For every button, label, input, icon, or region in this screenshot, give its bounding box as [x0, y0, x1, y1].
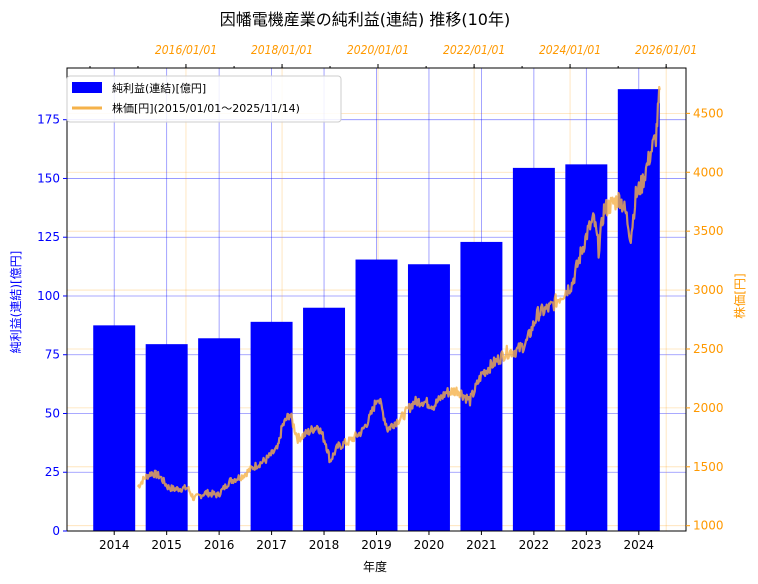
y-right-tick-label: 3500: [693, 224, 724, 238]
y-left-tick-label: 25: [45, 465, 60, 479]
y-right-tick-label: 4500: [693, 106, 724, 120]
y-right-tick-label: 3000: [693, 283, 724, 297]
top-date-label: 2022/01/01: [443, 43, 505, 57]
bar-2024: [617, 89, 660, 531]
bars: [93, 89, 660, 532]
price-line: [137, 85, 661, 502]
bar-2019: [355, 259, 398, 531]
x-tick-label: 2014: [99, 538, 130, 552]
x-tick-label: 2016: [204, 538, 235, 552]
y-left-tick-label: 50: [45, 406, 60, 420]
x-axis-label: 年度: [363, 559, 387, 574]
y-right-tick-label: 2000: [693, 401, 724, 415]
legend-bar-swatch: [72, 82, 102, 93]
legend-bar-label: 純利益(連結)[億円]: [112, 81, 206, 95]
top-date-label: 2026/01/01: [635, 43, 697, 57]
y-left-tick-label: 0: [52, 524, 60, 538]
price-line-layer: [137, 85, 661, 502]
y-right-tick-label: 1000: [693, 519, 724, 533]
bar-2015: [145, 344, 188, 531]
ticks: 2014 2015 2016 2017 2018 2019 2020 2021 2022 2023…: [37, 43, 723, 552]
y-right-tick-label: 2500: [693, 342, 724, 356]
x-tick-label: 2018: [309, 538, 340, 552]
y-axis-left-label: 純利益(連結)[億円]: [9, 251, 23, 354]
y-left-tick-label: 175: [37, 113, 60, 127]
y-right-tick-label: 4000: [693, 165, 724, 179]
x-tick-label: 2023: [571, 538, 602, 552]
top-date-label: 2018/01/01: [251, 43, 313, 57]
x-tick-label: 2017: [256, 538, 287, 552]
legend: 純利益(連結)[億円] 株価[円](2015/01/01～2025/11/14): [66, 75, 342, 123]
top-date-label: 2020/01/01: [347, 43, 409, 57]
y-left-tick-label: 150: [37, 171, 60, 185]
legend-line-label: 株価[円](2015/01/01～2025/11/14): [112, 101, 300, 115]
bar-2016: [198, 338, 241, 531]
y-left-tick-label: 100: [37, 289, 60, 303]
bar-2021: [460, 241, 503, 532]
legend-box: [66, 75, 342, 123]
x-tick-label: 2020: [414, 538, 445, 552]
y-left-tick-label: 125: [37, 230, 60, 244]
x-tick-label: 2022: [519, 538, 550, 552]
bar-2018: [303, 307, 346, 531]
y-right-tick-label: 1500: [693, 460, 724, 474]
x-tick-label: 2021: [466, 538, 497, 552]
bar-2014: [93, 325, 136, 531]
x-tick-label: 2019: [361, 538, 392, 552]
top-date-label: 2016/01/01: [155, 43, 217, 57]
x-tick-label: 2015: [151, 538, 182, 552]
y-left-tick-label: 75: [45, 348, 60, 362]
y-axis-right-label: 株価[円]: [732, 273, 747, 318]
bar-2017: [250, 321, 293, 531]
top-date-label: 2024/01/01: [539, 43, 601, 57]
x-tick-label: 2024: [624, 538, 655, 552]
chart-title: 因幡電機産業の純利益(連結) 推移(10年): [220, 10, 510, 29]
